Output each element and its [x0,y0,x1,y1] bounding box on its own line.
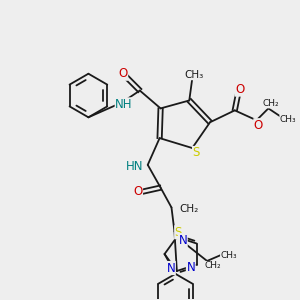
Text: S: S [193,146,200,160]
Text: CH₂: CH₂ [262,99,279,108]
Text: O: O [254,119,263,132]
Text: CH₂: CH₂ [205,261,221,270]
Text: O: O [118,67,127,80]
Text: NH: NH [115,98,133,111]
Text: O: O [235,83,244,96]
Text: HN: HN [126,160,144,173]
Text: CH₃: CH₃ [280,115,296,124]
Text: CH₃: CH₃ [220,250,237,260]
Text: N: N [178,233,187,247]
Text: O: O [133,185,142,198]
Text: CH₂: CH₂ [179,204,199,214]
Text: S: S [175,226,182,239]
Text: N: N [186,261,195,274]
Text: CH₃: CH₃ [184,70,204,80]
Text: N: N [167,262,175,275]
